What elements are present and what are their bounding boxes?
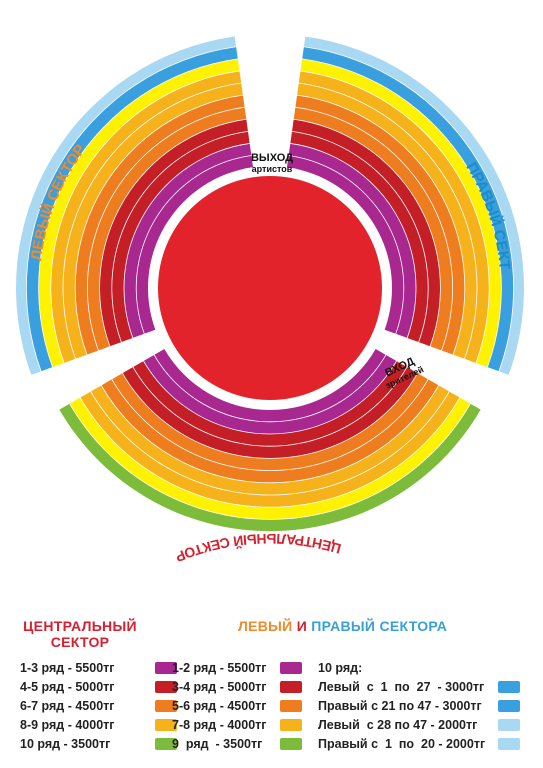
row10-swatch-1 (498, 681, 520, 693)
left-row-band (136, 155, 254, 334)
side-legend-title-right: ПРАВЫЙ (311, 618, 376, 634)
central-row-band (80, 391, 460, 507)
left-row-band (112, 131, 250, 342)
right-row-band (292, 119, 440, 347)
seating-rings (15, 36, 524, 532)
row10-item: Левый с 1 по 27 - 3000тг (318, 680, 485, 694)
left-row-band (124, 143, 252, 338)
seating-map: ЛЕВЫЙ СЕКТОР ПРАВЫЙ СЕКТОР ЦЕНТРАЛЬНЫЙ С… (0, 0, 524, 566)
central-swatch-1 (155, 662, 177, 674)
row10-swatch-2 (498, 700, 520, 712)
central-row-band (122, 367, 418, 458)
artists-exit-line2: артистов (252, 164, 293, 174)
side-swatch-2 (280, 681, 302, 693)
central-legend-row: 1-3 ряд - 5500тг (20, 661, 115, 675)
central-row-band (154, 349, 386, 422)
row10-item: Левый с 28 по 47 - 2000тг (318, 718, 478, 732)
central-row-band (91, 385, 449, 495)
central-swatch-5 (155, 738, 177, 750)
left-row-band (99, 119, 248, 347)
side-legend-row: 1-2 ряд - 5500тг (172, 661, 267, 675)
row10-title: 10 ряд: (318, 661, 363, 675)
side-legend-title-tail: СЕКТОРА (375, 618, 448, 634)
central-legend: ЦЕНТРАЛЬНЫЙ СЕКТОР 1-3 ряд - 5500тг 4-5 … (20, 618, 190, 758)
side-legend-row: 9 ряд - 3500тг (172, 737, 263, 751)
central-legend-row: 10 ряд - 3500тг (20, 737, 111, 751)
artists-exit-line1: ВЫХОД (251, 152, 293, 164)
artists-exit: ВЫХОД артистов (251, 152, 293, 174)
arena-circle (158, 176, 382, 400)
central-row-band (112, 373, 428, 471)
right-row-band (286, 155, 404, 334)
row10-item: Правый с 1 по 20 - 2000тг (318, 737, 486, 751)
right-row-band (288, 143, 416, 338)
central-legend-row: 8-9 ряд - 4000тг (20, 718, 115, 732)
central-legend-title-line2: СЕКТОР (50, 634, 110, 650)
central-row-band (133, 361, 407, 446)
side-swatch-1 (280, 662, 302, 674)
central-row-band (143, 355, 397, 434)
side-legend-row: 7-8 ряд - 4000тг (172, 718, 267, 732)
side-legend-title-left: ЛЕВЫЙ (238, 618, 293, 634)
row10-swatch-3 (498, 719, 520, 731)
central-sector-label: ЦЕНТРАЛЬНЫЙ СЕКТОР (173, 531, 343, 566)
central-legend-row: 4-5 ряд - 5000тг (20, 680, 115, 694)
central-row-band (59, 403, 481, 532)
row10-swatch-4 (498, 738, 520, 750)
side-swatch-3 (280, 700, 302, 712)
side-legend-title-and: И (292, 618, 312, 634)
central-row-band (69, 397, 471, 519)
row10-item: Правый с 21 по 47 - 3000тг (318, 699, 482, 713)
side-legend-row: 5-6 ряд - 4500тг (172, 699, 267, 713)
central-legend-row: 6-7 ряд - 4500тг (20, 699, 115, 713)
side-swatch-4 (280, 719, 302, 731)
central-row-band (101, 379, 439, 483)
side-swatch-5 (280, 738, 302, 750)
central-swatch-2 (155, 681, 177, 693)
side-legend-title: ЛЕВЫЙ И ПРАВЫЙ СЕКТОРА (238, 618, 447, 634)
central-swatch-4 (155, 719, 177, 731)
central-swatch-3 (155, 700, 177, 712)
side-legend-row: 3-4 ряд - 5000тг (172, 680, 267, 694)
side-legend: ЛЕВЫЙ И ПРАВЫЙ СЕКТОРА 1-2 ряд - 5500тг … (172, 618, 532, 758)
central-legend-title-line1: ЦЕНТРАЛЬНЫЙ (23, 618, 137, 634)
central-legend-title: ЦЕНТРАЛЬНЫЙ СЕКТОР (20, 618, 140, 650)
right-row-band (290, 131, 428, 342)
